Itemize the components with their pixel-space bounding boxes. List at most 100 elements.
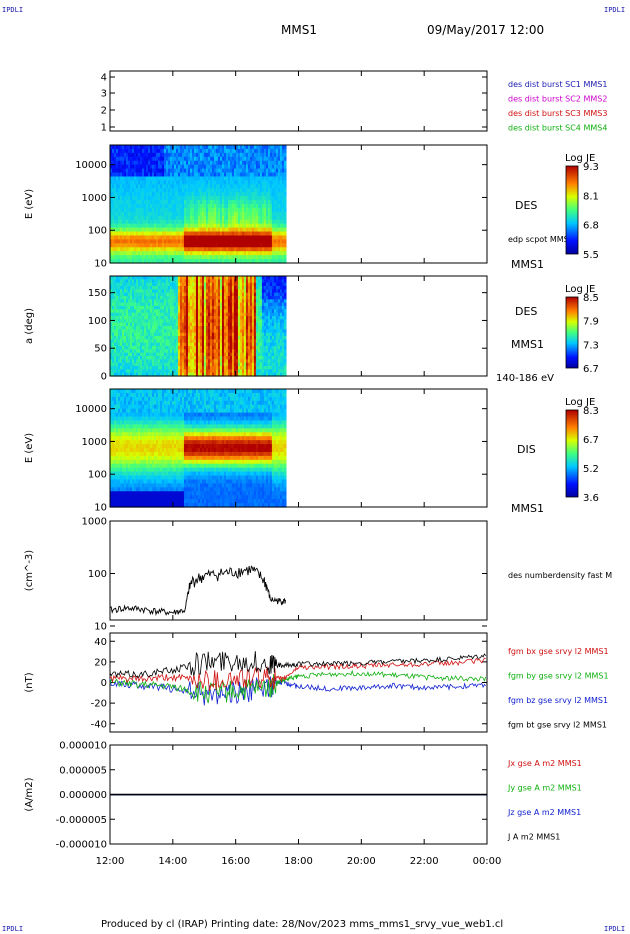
heatmap-cell bbox=[257, 296, 261, 300]
heatmap-cell bbox=[189, 289, 193, 294]
heatmap-cell bbox=[163, 366, 167, 370]
y-tick-label: 2 bbox=[101, 106, 107, 117]
colorbar-title: Log JE bbox=[565, 153, 595, 164]
heatmap-cell bbox=[225, 219, 229, 225]
heatmap-cell bbox=[112, 306, 115, 310]
heatmap-cell bbox=[123, 296, 127, 300]
heatmap-cell bbox=[221, 200, 225, 205]
heatmap-cell bbox=[209, 164, 213, 170]
heatmap-cell bbox=[118, 309, 121, 314]
heatmap-cell bbox=[116, 292, 119, 297]
heatmap-cell bbox=[265, 231, 269, 237]
heatmap-cell bbox=[217, 180, 221, 185]
heatmap-cell bbox=[243, 200, 247, 205]
heatmap-cell bbox=[245, 346, 249, 350]
heatmap-cell bbox=[201, 160, 205, 166]
heatmap-cell bbox=[116, 309, 119, 314]
heatmap-cell bbox=[114, 180, 117, 185]
heatmap-cell bbox=[165, 326, 169, 330]
heatmap-cell bbox=[123, 286, 127, 290]
heatmap-cell bbox=[179, 243, 183, 248]
heatmap-cell bbox=[231, 309, 235, 314]
heatmap-cell bbox=[201, 372, 205, 377]
heatmap-cell bbox=[165, 255, 169, 260]
heatmap-cell bbox=[183, 156, 187, 162]
heatmap-cell bbox=[201, 235, 205, 240]
heatmap-cell bbox=[185, 247, 189, 252]
heatmap-cell bbox=[255, 339, 259, 344]
heatmap-cell bbox=[118, 251, 121, 256]
heatmap-cell bbox=[118, 156, 121, 162]
heatmap-cell bbox=[223, 223, 227, 229]
heatmap-cell bbox=[171, 296, 175, 300]
heatmap-cell bbox=[125, 227, 129, 233]
heatmap-cell bbox=[195, 196, 199, 201]
heatmap-cell bbox=[277, 172, 281, 178]
heatmap-cell bbox=[205, 251, 209, 256]
heatmap-cell bbox=[171, 223, 175, 229]
heatmap-cell bbox=[131, 282, 135, 287]
heatmap-cell bbox=[149, 160, 153, 166]
heatmap-cell bbox=[181, 156, 185, 162]
heatmap-cell bbox=[245, 211, 249, 217]
heatmap-cell bbox=[149, 207, 153, 213]
heatmap-cell bbox=[239, 239, 243, 244]
heatmap-cell bbox=[114, 148, 117, 154]
heatmap-cell bbox=[123, 292, 127, 297]
heatmap-cell bbox=[151, 292, 155, 297]
heatmap-cell bbox=[211, 207, 215, 213]
heatmap-cell bbox=[277, 148, 281, 154]
heatmap-cell bbox=[141, 366, 145, 370]
heatmap-cell bbox=[135, 342, 139, 347]
heatmap-cell bbox=[229, 332, 233, 337]
heatmap-cell bbox=[123, 227, 127, 233]
heatmap-cell bbox=[243, 322, 247, 327]
heatmap-cell bbox=[120, 255, 123, 260]
heatmap-cell bbox=[249, 168, 253, 174]
heatmap-cell bbox=[139, 188, 143, 193]
heatmap-cell bbox=[225, 306, 229, 310]
heatmap-cell bbox=[163, 336, 167, 340]
heatmap-cell bbox=[197, 231, 201, 237]
heatmap-cell bbox=[203, 296, 207, 300]
heatmap-cell bbox=[243, 176, 247, 181]
heatmap-cell bbox=[187, 255, 191, 260]
heatmap-cell bbox=[203, 349, 207, 354]
heatmap-cell bbox=[114, 372, 117, 377]
heatmap-cell bbox=[112, 235, 115, 240]
heatmap-cell bbox=[179, 312, 183, 317]
heatmap-cell bbox=[191, 369, 195, 374]
heatmap-cell bbox=[197, 156, 201, 162]
heatmap-cell bbox=[191, 296, 195, 300]
heatmap-cell bbox=[171, 172, 175, 178]
heatmap-cell bbox=[137, 176, 141, 181]
heatmap-cell bbox=[203, 188, 207, 193]
heatmap-cell bbox=[249, 362, 253, 367]
heatmap-cell bbox=[215, 148, 219, 154]
heatmap-cell bbox=[125, 152, 129, 158]
heatmap-cell bbox=[189, 168, 193, 174]
heatmap-cell bbox=[259, 359, 263, 364]
heatmap-cell bbox=[183, 223, 187, 229]
heatmap-cell bbox=[112, 259, 115, 264]
heatmap-cell bbox=[110, 372, 113, 377]
heatmap-cell bbox=[118, 219, 121, 225]
heatmap-cell bbox=[241, 309, 245, 314]
heatmap-cell bbox=[263, 148, 267, 154]
heatmap-cell bbox=[147, 289, 151, 294]
heatmap-cell bbox=[125, 160, 129, 166]
heatmap-cell bbox=[116, 316, 119, 320]
heatmap-cell bbox=[269, 192, 273, 197]
heatmap-cell bbox=[161, 215, 165, 221]
heatmap-cell bbox=[187, 339, 191, 344]
heatmap-cell bbox=[235, 204, 239, 209]
heatmap-cell bbox=[129, 188, 133, 193]
heatmap-cell bbox=[127, 180, 131, 185]
heatmap-cell bbox=[245, 231, 249, 237]
heatmap-cell bbox=[227, 302, 231, 307]
heatmap-cell bbox=[247, 243, 251, 248]
heatmap-cell bbox=[271, 247, 275, 252]
heatmap-cell bbox=[122, 309, 125, 314]
heatmap-cell bbox=[199, 231, 203, 237]
heatmap-cell bbox=[181, 296, 185, 300]
